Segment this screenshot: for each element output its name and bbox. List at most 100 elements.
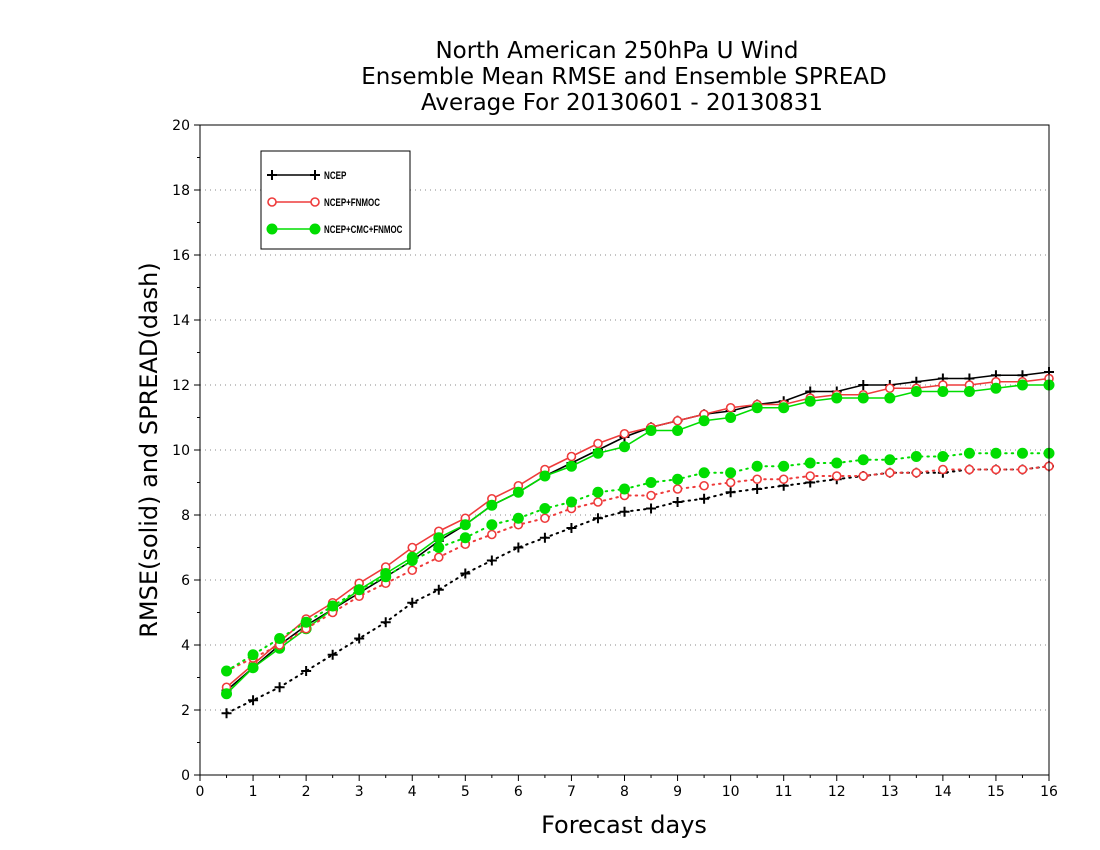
series-line [226,377,1050,688]
filled-circle-marker [592,447,604,459]
open-circle-marker [911,467,922,478]
open-circle-marker [725,402,736,413]
open-circle-marker [619,428,630,439]
filled-circle-marker [937,451,949,462]
filled-circle-marker [1016,379,1028,391]
plus-marker [407,597,418,608]
open-circle-marker [672,484,683,494]
filled-circle-marker [353,584,365,596]
filled-circle-marker [910,451,922,462]
open-circle-marker [991,464,1001,475]
filled-circle-marker [619,483,630,495]
plus-marker [752,484,763,494]
plus-marker [672,497,683,507]
filled-circle-marker [672,425,684,436]
plus-marker [274,682,285,693]
filled-circle-marker [592,486,604,498]
x-tick-label: 4 [408,784,417,800]
legend-item: NCEP+FNMOC [267,197,380,209]
y-tick-label: 12 [172,378,190,394]
x-tick-label: 6 [514,784,523,800]
open-circle-marker [540,513,550,524]
y-axis: 0 2 4 6 8 10 12 14 16 18 20 [172,118,200,784]
filled-circle-marker [963,386,975,397]
filled-circle-marker [565,460,577,472]
filled-circle-marker [831,457,843,469]
plus-marker [301,666,312,676]
open-circle-marker [593,497,603,507]
plus-marker [248,695,259,706]
x-tick-label: 13 [881,784,899,800]
plus-marker [486,555,497,566]
open-circle-marker [805,471,816,481]
filled-circle-marker [1016,447,1028,459]
x-tick-label: 1 [249,784,258,800]
plus-marker [513,542,524,553]
y-tick-label: 18 [172,183,190,199]
x-tick-label: 12 [828,784,846,800]
y-tick-label: 0 [181,768,190,784]
plus-marker [858,380,869,390]
open-circle-marker [267,197,277,207]
chart-title: North American 250hPa U Wind Ensemble Me… [361,38,886,116]
filled-circle-marker [831,392,843,404]
y-tick-label: 14 [172,313,190,329]
x-tick-label: 15 [987,784,1005,800]
legend-label: NCEP+FNMOC [324,197,380,209]
legend-item: NCEP [267,170,346,182]
plus-marker [566,523,577,533]
filled-circle-marker [300,616,312,628]
filled-circle-marker [433,532,445,544]
x-tick-label: 7 [567,784,576,800]
series-line [225,465,1050,672]
filled-circle-marker [406,555,418,566]
series-ncep-cmc-fnmoc-rmse [221,379,1055,700]
filled-circle-marker [804,457,816,469]
filled-circle-marker [725,467,737,479]
series-line [225,465,1050,715]
title-line-3: Average For 20130601 - 20130831 [421,90,823,116]
plus-marker [380,617,391,628]
plus-marker [267,170,277,180]
y-tick-label: 20 [172,118,190,134]
series-line [225,452,1050,672]
open-circle-marker [407,565,418,576]
plus-marker [699,493,710,504]
title-line-1: North American 250hPa U Wind [435,38,798,64]
filled-circle-marker [751,460,763,472]
y-tick-label: 2 [181,703,190,719]
plus-marker [460,568,471,579]
filled-circle-marker [937,386,949,397]
x-tick-label: 10 [722,784,740,800]
filled-circle-marker [619,441,630,453]
open-circle-marker [752,474,762,485]
x-tick-label: 11 [775,784,793,800]
filled-circle-marker [910,386,922,397]
open-circle-marker [938,464,948,475]
x-axis: 0 1 2 3 4 5 6 7 8 9 10 11 12 13 14 15 16 [196,775,1058,800]
filled-circle-marker [433,542,445,553]
filled-circle-marker [247,662,259,674]
x-tick-label: 5 [461,784,470,800]
filled-circle-marker [884,454,896,466]
filled-circle-marker [221,688,233,700]
filled-circle-marker [327,600,339,612]
filled-circle-marker [486,519,498,531]
open-circle-marker [433,552,444,563]
filled-circle-marker [512,512,524,524]
open-circle-marker [885,467,895,478]
title-line-2: Ensemble Mean RMSE and Ensemble SPREAD [361,64,886,90]
x-tick-label: 0 [196,784,205,800]
legend: NCEP NCEP+FNMOC NCEP+CMC+FNMOC [260,150,411,250]
open-circle-marker [1017,464,1028,475]
plus-marker [539,532,550,543]
filled-circle-marker [990,382,1002,394]
legend-label: NCEP [324,170,346,182]
open-circle-marker [593,438,603,449]
plus-marker [310,170,320,180]
open-circle-marker [310,197,320,207]
filled-circle-marker [266,223,278,235]
filled-circle-marker [486,499,498,511]
series-ncep-fnmoc-rmse [221,373,1054,693]
